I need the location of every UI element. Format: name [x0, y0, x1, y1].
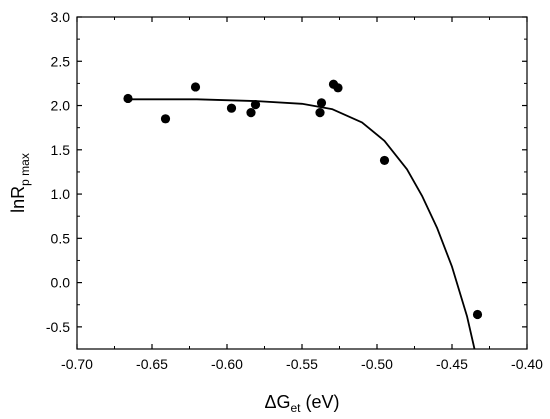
y-tick-label: 3.0 [51, 9, 71, 25]
x-tick-label: -0.65 [136, 356, 168, 372]
data-point [315, 108, 325, 118]
x-axis-label-sub: et [291, 401, 302, 415]
data-point [379, 155, 390, 166]
x-axis-label-unit: (eV) [301, 392, 340, 412]
y-axis-label-main: lnR [8, 186, 28, 213]
y-tick-label: 0.5 [51, 230, 71, 246]
data-point [246, 108, 256, 118]
x-tick-label: -0.55 [286, 356, 318, 372]
data-point [333, 83, 343, 93]
y-tick-label: 0.0 [51, 275, 71, 291]
y-tick-label: 1.0 [51, 186, 71, 202]
data-point [160, 114, 171, 124]
fit-curve [126, 98, 476, 350]
y-tick-label: 1.5 [51, 142, 71, 158]
y-axis-label: lnRp max [8, 153, 32, 213]
y-tick-label: -0.5 [46, 319, 70, 335]
x-tick-label: -0.70 [61, 356, 93, 372]
y-tick-label: 2.5 [51, 53, 71, 69]
data-points-group [123, 79, 483, 320]
data-point [250, 100, 261, 110]
x-axis-label: ΔGet (eV) [264, 392, 339, 415]
y-tick-label: 2.0 [51, 98, 71, 114]
x-tick-label: -0.60 [211, 356, 243, 372]
x-tick-label: -0.45 [436, 356, 468, 372]
data-point [123, 93, 133, 104]
y-axis-label-sub: p max [18, 153, 32, 186]
data-point [190, 82, 201, 92]
ticks-group: -0.70 -0.65 -0.60 -0.55 -0.50 -0.45 -0.40 -0.5 0… [46, 9, 543, 372]
x-axis-label-main: ΔG [264, 392, 290, 412]
x-tick-label: -0.40 [511, 356, 543, 372]
fit-curve-group [126, 98, 476, 350]
data-point [226, 103, 237, 113]
data-point [316, 98, 327, 108]
axes-group [76, 16, 528, 350]
data-point [472, 309, 483, 320]
plot-frame [76, 16, 528, 350]
x-tick-label: -0.50 [361, 356, 393, 372]
